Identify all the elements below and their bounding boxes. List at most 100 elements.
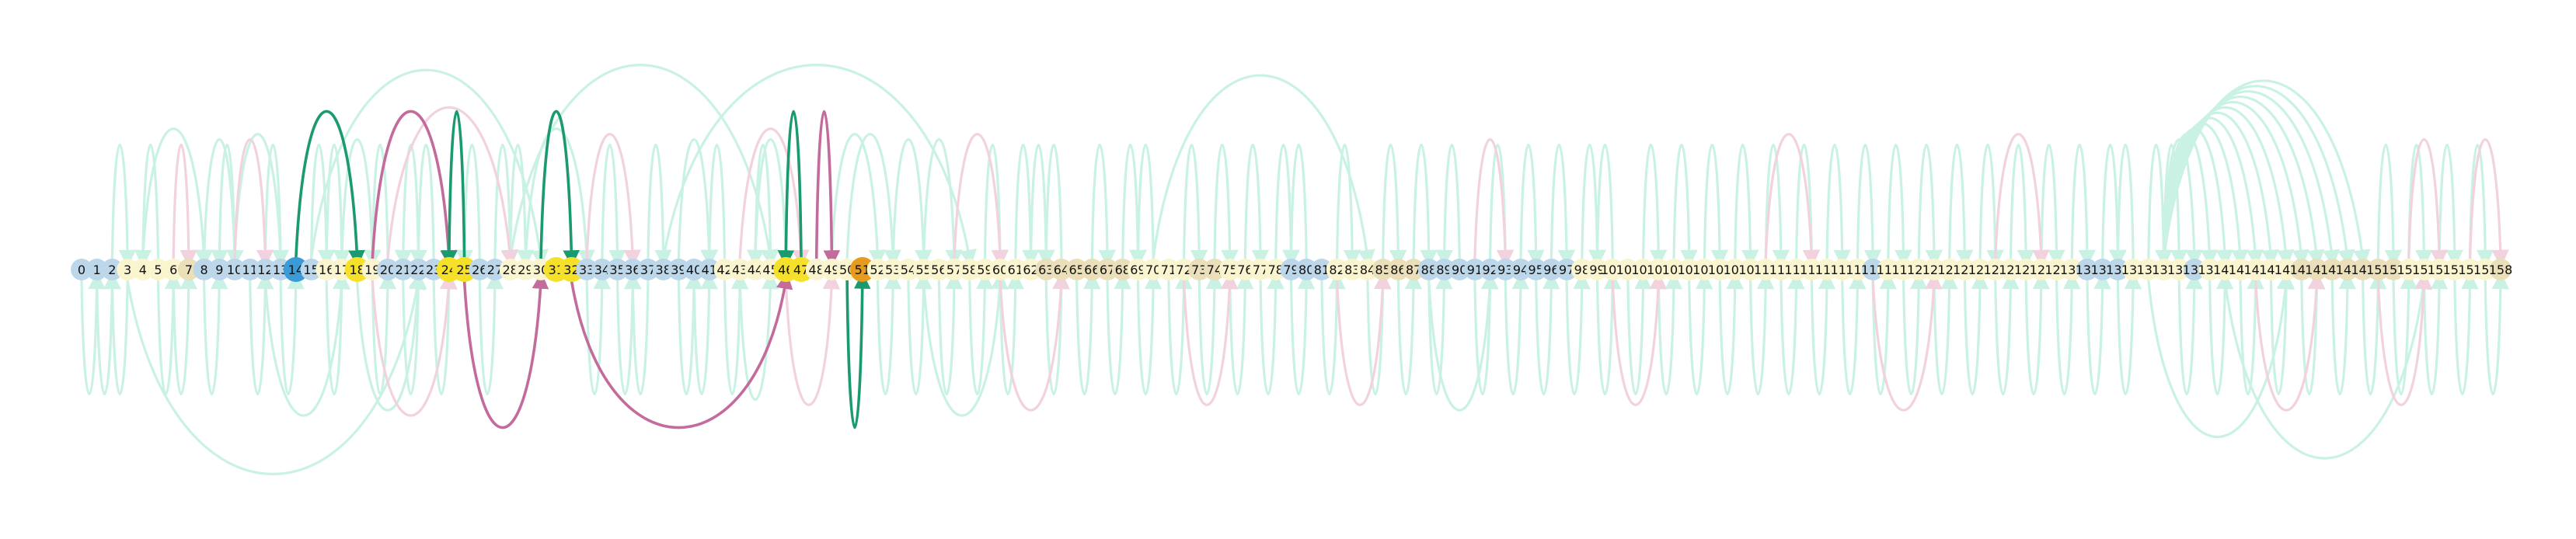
faint-arc-bottom <box>1902 271 1928 395</box>
node-label: 92 <box>1482 263 1497 277</box>
node-circle <box>1372 259 1394 280</box>
faint-arc-top <box>1917 144 1943 268</box>
highlight-arc-top <box>295 110 365 267</box>
node-circle <box>1142 259 1165 280</box>
faint-arc-bottom <box>1871 271 1897 395</box>
node-label: 34 <box>594 263 610 277</box>
faint-arc-top <box>601 144 626 268</box>
node-label: 10 <box>227 263 242 277</box>
faint-arc-bottom <box>876 271 902 395</box>
faint-arc-top <box>1412 144 1438 268</box>
node-label: 66 <box>1084 263 1100 277</box>
node-38: 38 <box>652 259 675 280</box>
node-circle <box>85 259 108 280</box>
node-circle <box>2229 259 2252 280</box>
faint-arc-bottom <box>692 271 718 395</box>
faint-arc-bottom <box>2300 271 2326 395</box>
node-label: 44 <box>748 263 763 277</box>
node-10: 10 <box>224 259 246 280</box>
node-94: 94 <box>1510 259 1532 280</box>
node-63: 63 <box>1035 259 1058 280</box>
node-circle <box>239 259 261 280</box>
faint-arc-top <box>2162 96 2325 268</box>
node-85: 85 <box>1372 259 1394 280</box>
node-circle <box>1111 259 1134 280</box>
node-98: 98 <box>1570 259 1593 280</box>
node-label: 90 <box>1452 263 1467 277</box>
node-circle <box>2015 259 2037 280</box>
faint-arc-top <box>394 144 420 268</box>
node-circle <box>1264 259 1287 280</box>
node-54: 54 <box>897 259 919 280</box>
faint-arc-bottom <box>1229 271 1254 395</box>
faint-arc-bottom <box>1320 271 1346 395</box>
node-59: 59 <box>974 259 996 280</box>
node-label: 80 <box>1298 263 1314 277</box>
node-circle <box>499 259 521 280</box>
node-circle <box>2290 259 2313 280</box>
faint-pink-arc-top <box>233 138 274 268</box>
faint-arc-bottom <box>1167 271 1193 395</box>
node-16: 16 <box>315 259 338 280</box>
faint-arc-top <box>110 144 137 268</box>
node-circle <box>2306 259 2328 280</box>
node-label: 85 <box>1375 263 1391 277</box>
highlighted-arcs <box>295 110 871 429</box>
node-circle <box>101 259 124 280</box>
node-circle <box>744 259 766 280</box>
node-circle <box>1923 259 1946 280</box>
node-circle <box>1846 259 1869 280</box>
node-65: 65 <box>1065 259 1088 280</box>
node-circle <box>2260 259 2282 280</box>
faint-arc-top <box>830 133 887 268</box>
node-label: 61 <box>1008 263 1023 277</box>
faint-arc-top <box>1672 144 1698 268</box>
faint-arc-bottom <box>325 271 350 395</box>
faint-arc-bottom <box>2086 271 2111 395</box>
node-label: 25 <box>456 263 472 277</box>
node-2: 2 <box>101 259 124 280</box>
node-8: 8 <box>193 259 215 280</box>
node-circle <box>698 259 720 280</box>
faint-arc-top <box>1029 144 1055 268</box>
node-70: 70 <box>1142 259 1165 280</box>
faint-pink-arc-top <box>386 106 518 268</box>
node-circle <box>2107 259 2129 280</box>
node-label: 27 <box>487 263 503 277</box>
node-0: 0 <box>71 259 92 280</box>
node-label: 48 <box>809 263 824 277</box>
node-83: 83 <box>1341 259 1364 280</box>
faint-pink-arc-bottom <box>371 271 458 417</box>
node-label: 73 <box>1191 263 1207 277</box>
faint-arc-bottom <box>1688 271 1713 395</box>
faint-arc-top <box>1703 144 1729 268</box>
node-circle <box>2214 259 2236 280</box>
node-circle <box>1999 259 2022 280</box>
node-circle <box>1310 259 1333 280</box>
faint-pink-arc-top <box>2407 138 2449 268</box>
node-circle <box>729 259 751 280</box>
node-circle <box>1785 259 1807 280</box>
faint-arc-bottom <box>2147 271 2295 439</box>
node-circle <box>2367 259 2390 280</box>
node-circle <box>1448 259 1471 280</box>
node-label: 33 <box>579 263 594 277</box>
faint-arc-bottom <box>2024 271 2050 395</box>
node-71: 71 <box>1157 259 1180 280</box>
node-circle <box>591 259 613 280</box>
node-42: 42 <box>713 259 736 280</box>
faint-arc-bottom <box>922 271 1009 417</box>
node-label: 6 <box>169 263 177 277</box>
node-circle <box>1250 259 1272 280</box>
node-circle <box>1188 259 1211 280</box>
faint-pink-arc-top <box>1764 133 1821 268</box>
node-circle <box>1663 259 1685 280</box>
node-circle <box>882 259 905 280</box>
node-19: 19 <box>361 259 384 280</box>
faint-arc-bottom <box>615 271 642 395</box>
node-circle <box>1908 259 1930 280</box>
faint-arc-bottom <box>2453 271 2479 395</box>
faint-arc-bottom <box>478 271 504 395</box>
node-circle <box>2076 259 2099 280</box>
node-label: 19 <box>364 263 380 277</box>
